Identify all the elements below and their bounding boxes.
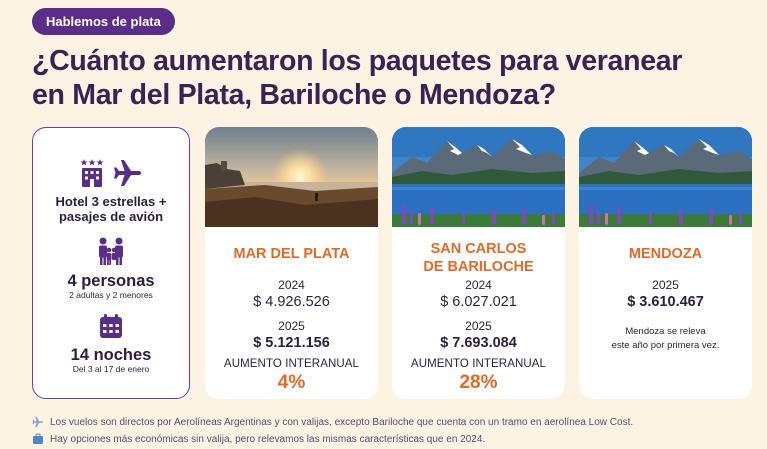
nights-detail: Del 3 al 17 de enero <box>72 364 150 374</box>
suitcase-icon <box>33 433 43 444</box>
mendoza-note-line-2: este año por primera vez. <box>611 340 720 351</box>
destination-card-mar-del-plata: MAR DEL PLATA 2024 $ 4.926.526 2025 $ 5.… <box>205 127 378 399</box>
increase-label: AUMENTO INTERANUAL <box>410 358 547 370</box>
package-line-2: pasajes de avión <box>58 209 164 224</box>
increase-value: 4% <box>277 372 306 393</box>
year-2025-label: 2025 <box>465 319 492 333</box>
mendoza-photo <box>579 127 752 227</box>
price-2025: $ 7.693.084 <box>440 335 517 351</box>
increase-label: AUMENTO INTERANUAL <box>223 358 360 370</box>
year-2024-label: 2024 <box>278 278 305 292</box>
people-count: 4 personas <box>67 272 155 290</box>
package-summary-card: Hotel 3 estrellas + pasajes de avión 4 p… <box>32 127 190 399</box>
nights-count: 14 noches <box>70 346 152 364</box>
footnote-luggage-text: Hay opciones más económicas sin valija, … <box>50 433 486 445</box>
section-tag: Hablemos de plata <box>32 8 175 35</box>
city-name-line-2: DE BARILOCHE <box>423 259 534 275</box>
year-2025-label: 2025 <box>652 278 679 292</box>
footnote-luggage: Hay opciones más económicas sin valija, … <box>32 433 485 445</box>
title-line-2: en Mar del Plata, Bariloche o Mendoza? <box>32 79 556 111</box>
page-title: ¿Cuánto aumentaron los paquetes para ver… <box>32 44 752 112</box>
hotel-icon <box>80 159 104 187</box>
destination-card-bariloche: SAN CARLOS DE BARILOCHE 2024 $ 6.027.021… <box>392 127 565 399</box>
package-line-1: Hotel 3 estrellas + <box>55 194 167 209</box>
family-icon <box>99 237 123 265</box>
footnote-flights: Los vuelos son directos por Aerolíneas A… <box>32 416 633 428</box>
price-2025: $ 5.121.156 <box>253 335 330 351</box>
destination-card-mendoza: MENDOZA 2025 $ 3.610.467 Mendoza se rele… <box>579 127 752 399</box>
city-name: MAR DEL PLATA <box>233 246 350 262</box>
price-2025: $ 3.610.467 <box>627 294 704 310</box>
airplane-small-icon <box>32 416 44 428</box>
bariloche-photo <box>392 127 565 227</box>
mendoza-note-line-1: Mendoza se releva <box>625 326 706 337</box>
year-2025-label: 2025 <box>278 319 305 333</box>
package-icons <box>33 156 189 190</box>
mar-del-plata-photo <box>205 127 378 227</box>
city-name: MENDOZA <box>628 246 703 262</box>
increase-value: 28% <box>459 372 498 393</box>
footnote-flights-text: Los vuelos son directos por Aerolíneas A… <box>50 416 634 428</box>
airplane-icon <box>114 160 141 186</box>
title-line-1: ¿Cuánto aumentaron los paquetes para ver… <box>32 45 683 77</box>
city-name-line-1: SAN CARLOS <box>430 241 527 257</box>
year-2024-label: 2024 <box>465 278 492 292</box>
price-2024: $ 4.926.526 <box>253 294 330 310</box>
people-detail: 2 adultas y 2 menores <box>69 290 153 300</box>
price-2024: $ 6.027.021 <box>440 294 517 310</box>
calendar-icon <box>100 314 122 338</box>
